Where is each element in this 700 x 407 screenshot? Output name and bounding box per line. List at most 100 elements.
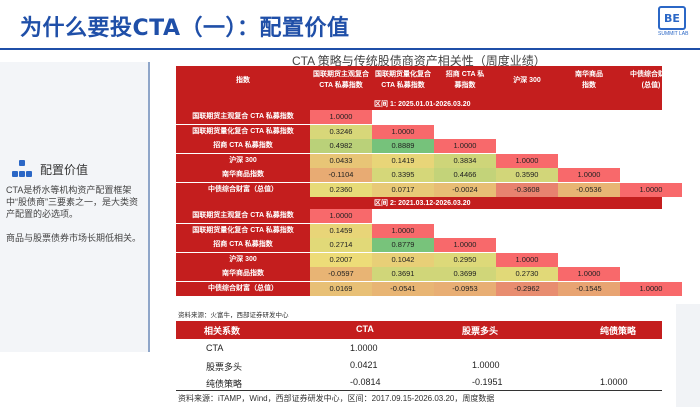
summary-row: CTA 1.0000 xyxy=(176,341,662,358)
logo-mark: BE xyxy=(658,6,686,30)
correlation-cell: -0.0597 xyxy=(310,267,372,281)
column-header-line: 国联期货主观复合 xyxy=(313,71,369,78)
column-header: 招商 CTA 私募指数 xyxy=(434,69,496,91)
correlation-cell: 0.3246 xyxy=(310,124,372,139)
summary-divider xyxy=(176,390,662,391)
column-header-line: 指数 xyxy=(582,82,596,89)
correlation-cell: 0.0169 xyxy=(310,281,372,296)
row-label: 国联期货主观复合 CTA 私募指数 xyxy=(176,110,310,124)
correlation-cell: -0.2962 xyxy=(496,281,558,296)
correlation-cell: 1.0000 xyxy=(496,252,558,267)
column-header: 国联期货量化复合 CTA 私募指数 xyxy=(372,69,434,91)
correlation-cell: 0.4982 xyxy=(310,139,372,153)
correlation-cell: 1.0000 xyxy=(434,139,496,153)
correlation-cell: 0.3691 xyxy=(372,267,434,281)
period-band: 区间 1: 2025.01.01-2026.03.20 xyxy=(176,98,662,110)
period-label: 区间 1: 2025.01.01-2026.03.20 xyxy=(374,101,471,108)
correlation-cell: -0.1104 xyxy=(310,168,372,182)
table-header: 指数 国联期货主观复合 CTA 私募指数 国联期货量化复合 CTA 私募指数 招商 CTA… xyxy=(176,66,672,98)
column-header-line: 招商 CTA 私 xyxy=(445,71,485,78)
correlation-cell: 1.0000 xyxy=(372,223,434,238)
row-label: 沪深 300 xyxy=(176,153,310,168)
correlation-cell: 1.0000 xyxy=(620,281,682,296)
column-header: 南华商品 指数 xyxy=(558,69,620,91)
correlation-cell: 0.2950 xyxy=(434,252,496,267)
slide-title: 为什么要投CTA（一）：配置价值 xyxy=(20,16,350,41)
correlation-cell: 1.0000 xyxy=(434,238,496,252)
summary-cell: 0.0421 xyxy=(350,360,378,370)
row-label: 沪深 300 xyxy=(176,252,310,267)
column-header: 沪深 300 xyxy=(496,75,558,86)
correlation-cell: -0.0536 xyxy=(558,182,620,197)
correlation-cell: 0.4466 xyxy=(434,168,496,182)
correlation-cell: 0.3699 xyxy=(434,267,496,281)
correlation-cell: 0.3834 xyxy=(434,153,496,168)
correlation-cell: 0.2007 xyxy=(310,252,372,267)
column-header-line: 南华商品 xyxy=(575,71,603,78)
edge-decoration xyxy=(676,304,700,407)
correlation-cell: 0.8889 xyxy=(372,139,434,153)
period-band: 区间 2: 2021.03.12-2026.03.20 xyxy=(176,197,662,209)
correlation-cell: 0.1042 xyxy=(372,252,434,267)
column-header: 指数 xyxy=(176,75,310,86)
row-label: 国联期货主观复合 CTA 私募指数 xyxy=(176,209,310,223)
correlation-cell: -0.0024 xyxy=(434,182,496,197)
summary-cell: 1.0000 xyxy=(472,360,500,370)
title-divider xyxy=(0,48,700,50)
summary-column-header: 股票多头 xyxy=(462,326,499,336)
sidebar-heading: 配置价值 xyxy=(40,162,89,177)
correlation-cell: 1.0000 xyxy=(372,124,434,139)
row-label: 国联期货量化复合 CTA 私募指数 xyxy=(176,223,310,238)
row-label: 中债综合财富（总值） xyxy=(176,281,310,296)
column-header-line: 指数 xyxy=(236,77,250,84)
table-source: 资料来源：火富牛，西部证券研发中心 xyxy=(178,312,289,319)
correlation-cell: 0.2730 xyxy=(496,267,558,281)
correlation-cell: 0.2714 xyxy=(310,238,372,252)
summary-row-label: 纯债策略 xyxy=(206,379,243,389)
row-label: 国联期货量化复合 CTA 私募指数 xyxy=(176,124,310,139)
summary-column-header: 纯债策略 xyxy=(600,326,637,336)
correlation-cell: 1.0000 xyxy=(310,209,372,223)
correlation-cell: 0.2360 xyxy=(310,182,372,197)
row-label: 中债综合财富（总值） xyxy=(176,182,310,197)
correlation-cell: 0.0717 xyxy=(372,182,434,197)
summary-cell: 1.0000 xyxy=(600,377,628,387)
summary-row: 股票多头 0.0421 1.0000 xyxy=(176,358,662,375)
summary-row-label: 股票多头 xyxy=(206,362,243,372)
row-label: 招商 CTA 私募指数 xyxy=(176,238,310,252)
correlation-cell: 1.0000 xyxy=(496,153,558,168)
brand-logo: BE SUMMIT LAB xyxy=(658,6,688,42)
correlation-cell: 0.0433 xyxy=(310,153,372,168)
correlation-cell: 1.0000 xyxy=(310,110,372,124)
column-header-line: CTA 私募指数 xyxy=(381,82,425,89)
column-header-line: (总值) xyxy=(641,82,661,89)
correlation-cell: -0.1545 xyxy=(558,281,620,296)
summary-column-header: CTA xyxy=(356,324,374,334)
summary-source: 资料来源：iTAMP，Wind，西部证券研发中心，区间：2017.09.15-2… xyxy=(178,394,495,403)
correlation-cell: 1.0000 xyxy=(558,168,620,182)
row-label: 南华商品指数 xyxy=(176,267,310,281)
summary-column-header: 相关系数 xyxy=(204,326,241,336)
summary-row-label: CTA xyxy=(206,343,224,353)
summary-cell: 1.0000 xyxy=(350,343,378,353)
summary-row: 纯债策略 -0.0814 -0.1951 1.0000 xyxy=(176,375,662,392)
correlation-cell: 1.0000 xyxy=(620,182,682,197)
correlation-cell: 0.3590 xyxy=(496,168,558,182)
chart-title: CTA 策略与传统股债商资产相关性（周度业绩） xyxy=(292,54,546,68)
summary-cell: -0.1951 xyxy=(472,377,503,387)
sidebar-panel: 配置价值 CTA是桥水等机构资产配置框架中“股债商”三要素之一，是大类资产配置的… xyxy=(0,62,150,352)
org-chart-icon xyxy=(12,160,32,178)
correlation-cell: 0.8779 xyxy=(372,238,434,252)
correlation-cell: 0.3395 xyxy=(372,168,434,182)
correlation-table: 指数 国联期货主观复合 CTA 私募指数 国联期货量化复合 CTA 私募指数 招商 CTA… xyxy=(176,66,682,320)
correlation-cell: -0.3608 xyxy=(496,182,558,197)
sidebar-paragraph-1: CTA是桥水等机构资产配置框架中“股债商”三要素之一，是大类资产配置的必选项。 xyxy=(6,185,138,219)
correlation-cell: 0.1459 xyxy=(310,223,372,238)
sidebar-paragraph-2: 商品与股票债券市场长期低相关。 xyxy=(6,233,142,243)
sidebar-heading-row: 配置价值 xyxy=(12,160,88,178)
column-header-line: 国联期货量化复合 xyxy=(375,71,431,78)
logo-subtext: SUMMIT LAB xyxy=(658,31,689,37)
correlation-cell: 1.0000 xyxy=(558,267,620,281)
column-header: 中债综合财富 (总值) xyxy=(620,69,682,91)
row-label: 招商 CTA 私募指数 xyxy=(176,139,310,153)
